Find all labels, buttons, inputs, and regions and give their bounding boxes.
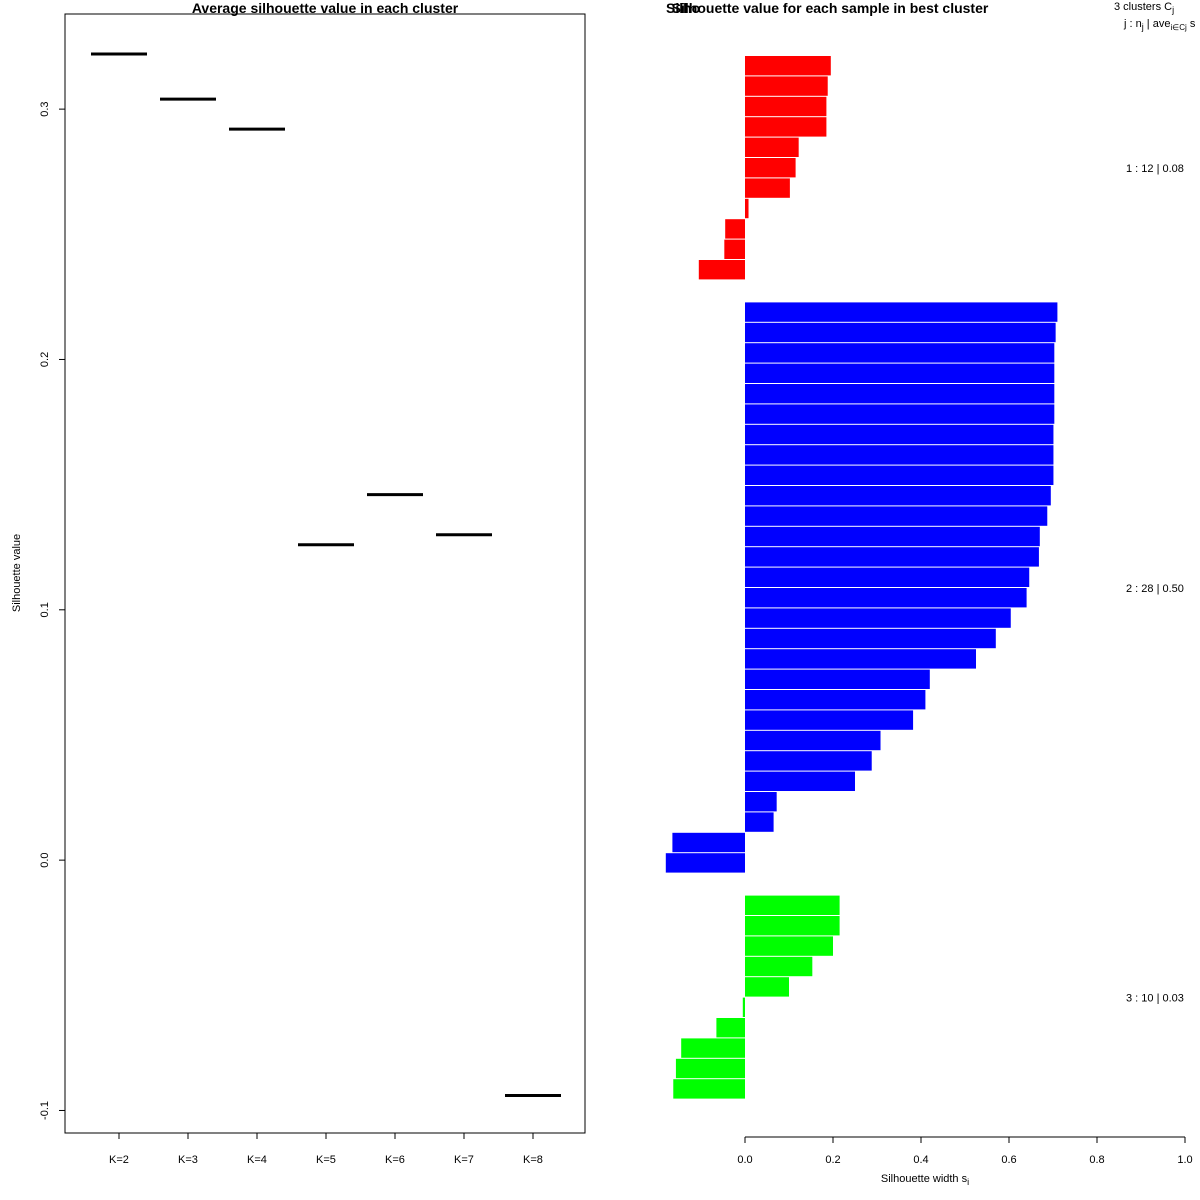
x-tick-label: 0.0 <box>737 1154 752 1166</box>
cluster-annotation: 1 : 12 | 0.08 <box>1126 163 1184 175</box>
silhouette-bar <box>745 384 1055 404</box>
silhouette-bar <box>745 158 796 178</box>
silhouette-bar <box>745 895 840 915</box>
x-tick-label: 0.2 <box>825 1154 840 1166</box>
silhouette-bar <box>745 96 827 117</box>
x-tick-label: 1.0 <box>1177 1154 1192 1166</box>
silhouette-sample-title: Silhouette value for each sample in best… <box>672 0 989 16</box>
silhouette-bar <box>672 832 745 853</box>
silhouette-bar <box>745 649 976 669</box>
x-tick-label: K=6 <box>385 1154 405 1166</box>
cluster-legend-header: 3 clusters Cj j : nj | avei∈Cj s <box>1114 1 1196 32</box>
silhouette-bar <box>745 690 926 710</box>
x-tick-label: K=4 <box>247 1154 267 1166</box>
cluster-annotation: 3 : 10 | 0.03 <box>1126 993 1184 1005</box>
x-tick-label: K=3 <box>178 1154 198 1166</box>
silhouette-bars <box>665 56 1058 1099</box>
silhouette-bar <box>745 567 1030 587</box>
cluster-annotations: 1 : 12 | 0.08 2 : 28 | 0.50 3 : 10 | 0.03 <box>1126 163 1184 1004</box>
silhouette-bar <box>745 669 930 689</box>
silhouette-bar <box>745 608 1011 628</box>
silhouette-bar <box>745 730 881 751</box>
cluster-annotation: 2 : 28 | 0.50 <box>1126 583 1184 595</box>
silhouette-bar <box>745 445 1054 465</box>
avg-silhouette-x-axis: K=2 K=3 K=4 K=5 K=6 K=7 K=8 <box>109 1133 543 1166</box>
x-tick-label: 0.4 <box>913 1154 928 1166</box>
silhouette-bar <box>745 363 1055 383</box>
silhouette-bar <box>745 812 774 832</box>
silhouette-bar <box>745 198 749 219</box>
silhouette-bar <box>724 239 745 259</box>
x-tick-label: K=5 <box>316 1154 336 1166</box>
silhouette-bar <box>745 916 840 936</box>
silhouette-bar <box>745 771 855 791</box>
silhouette-bar <box>745 465 1054 485</box>
silhouette-x-axis: 0.0 0.2 0.4 0.6 0.8 1.0 Silhouette width si <box>737 1136 1193 1187</box>
silhouette-bar <box>675 1058 745 1079</box>
y-tick-label: 0.2 <box>39 352 51 367</box>
x-tick-label: K=2 <box>109 1154 129 1166</box>
avg-silhouette-title: Average silhouette value in each cluster <box>192 0 459 16</box>
silhouette-bar <box>745 956 813 977</box>
legend-header-line2: j : nj | avei∈Cj s <box>1123 18 1196 32</box>
x-tick-label: 0.6 <box>1001 1154 1016 1166</box>
silhouette-bar <box>716 1018 745 1038</box>
avg-silhouette-ylabel: Silhouette value <box>11 534 23 612</box>
silhouette-bar <box>745 302 1058 322</box>
silhouette-bar <box>745 751 872 771</box>
x-tick-label: K=7 <box>454 1154 474 1166</box>
silhouette-bar <box>745 404 1055 424</box>
x-axis-label: Silhouette width si <box>881 1173 969 1187</box>
silhouette-bar <box>745 628 996 649</box>
silhouette-bar <box>745 547 1039 567</box>
avg-silhouette-marks <box>91 52 561 1097</box>
silhouette-bar <box>745 76 828 96</box>
avg-silhouette-plot-frame <box>64 13 586 1134</box>
y-tick-label: -0.1 <box>39 1101 51 1120</box>
silhouette-bar <box>745 424 1054 445</box>
silhouette-overlap-text: Silho <box>666 0 700 16</box>
avg-silhouette-y-axis: -0.1 0.0 0.1 0.2 0.3 <box>39 101 65 1120</box>
silhouette-bar <box>745 936 833 956</box>
silhouette-bar <box>745 322 1056 343</box>
silhouette-bar <box>745 506 1048 526</box>
silhouette-bar <box>745 588 1027 608</box>
silhouette-bar <box>745 486 1051 506</box>
y-tick-label: 0.1 <box>39 602 51 617</box>
silhouette-bar <box>665 853 745 873</box>
silhouette-bar <box>681 1038 745 1058</box>
silhouette-bar <box>745 56 831 76</box>
y-tick-label: 0.3 <box>39 101 51 116</box>
x-tick-label: 0.8 <box>1089 1154 1104 1166</box>
silhouette-bar <box>698 260 745 280</box>
silhouette-bar <box>745 117 827 137</box>
silhouette-bar <box>745 710 914 730</box>
silhouette-bar <box>725 219 745 239</box>
silhouette-bar <box>745 137 799 157</box>
legend-header-line1: 3 clusters Cj <box>1114 1 1174 15</box>
silhouette-bar <box>745 977 789 997</box>
silhouette-bar <box>673 1079 745 1099</box>
silhouette-bar <box>745 343 1055 363</box>
silhouette-bar <box>742 997 745 1017</box>
x-tick-label: K=8 <box>523 1154 543 1166</box>
silhouette-bar <box>745 792 777 812</box>
silhouette-bar <box>745 178 790 198</box>
silhouette-bar <box>745 526 1040 547</box>
y-tick-label: 0.0 <box>39 852 51 867</box>
